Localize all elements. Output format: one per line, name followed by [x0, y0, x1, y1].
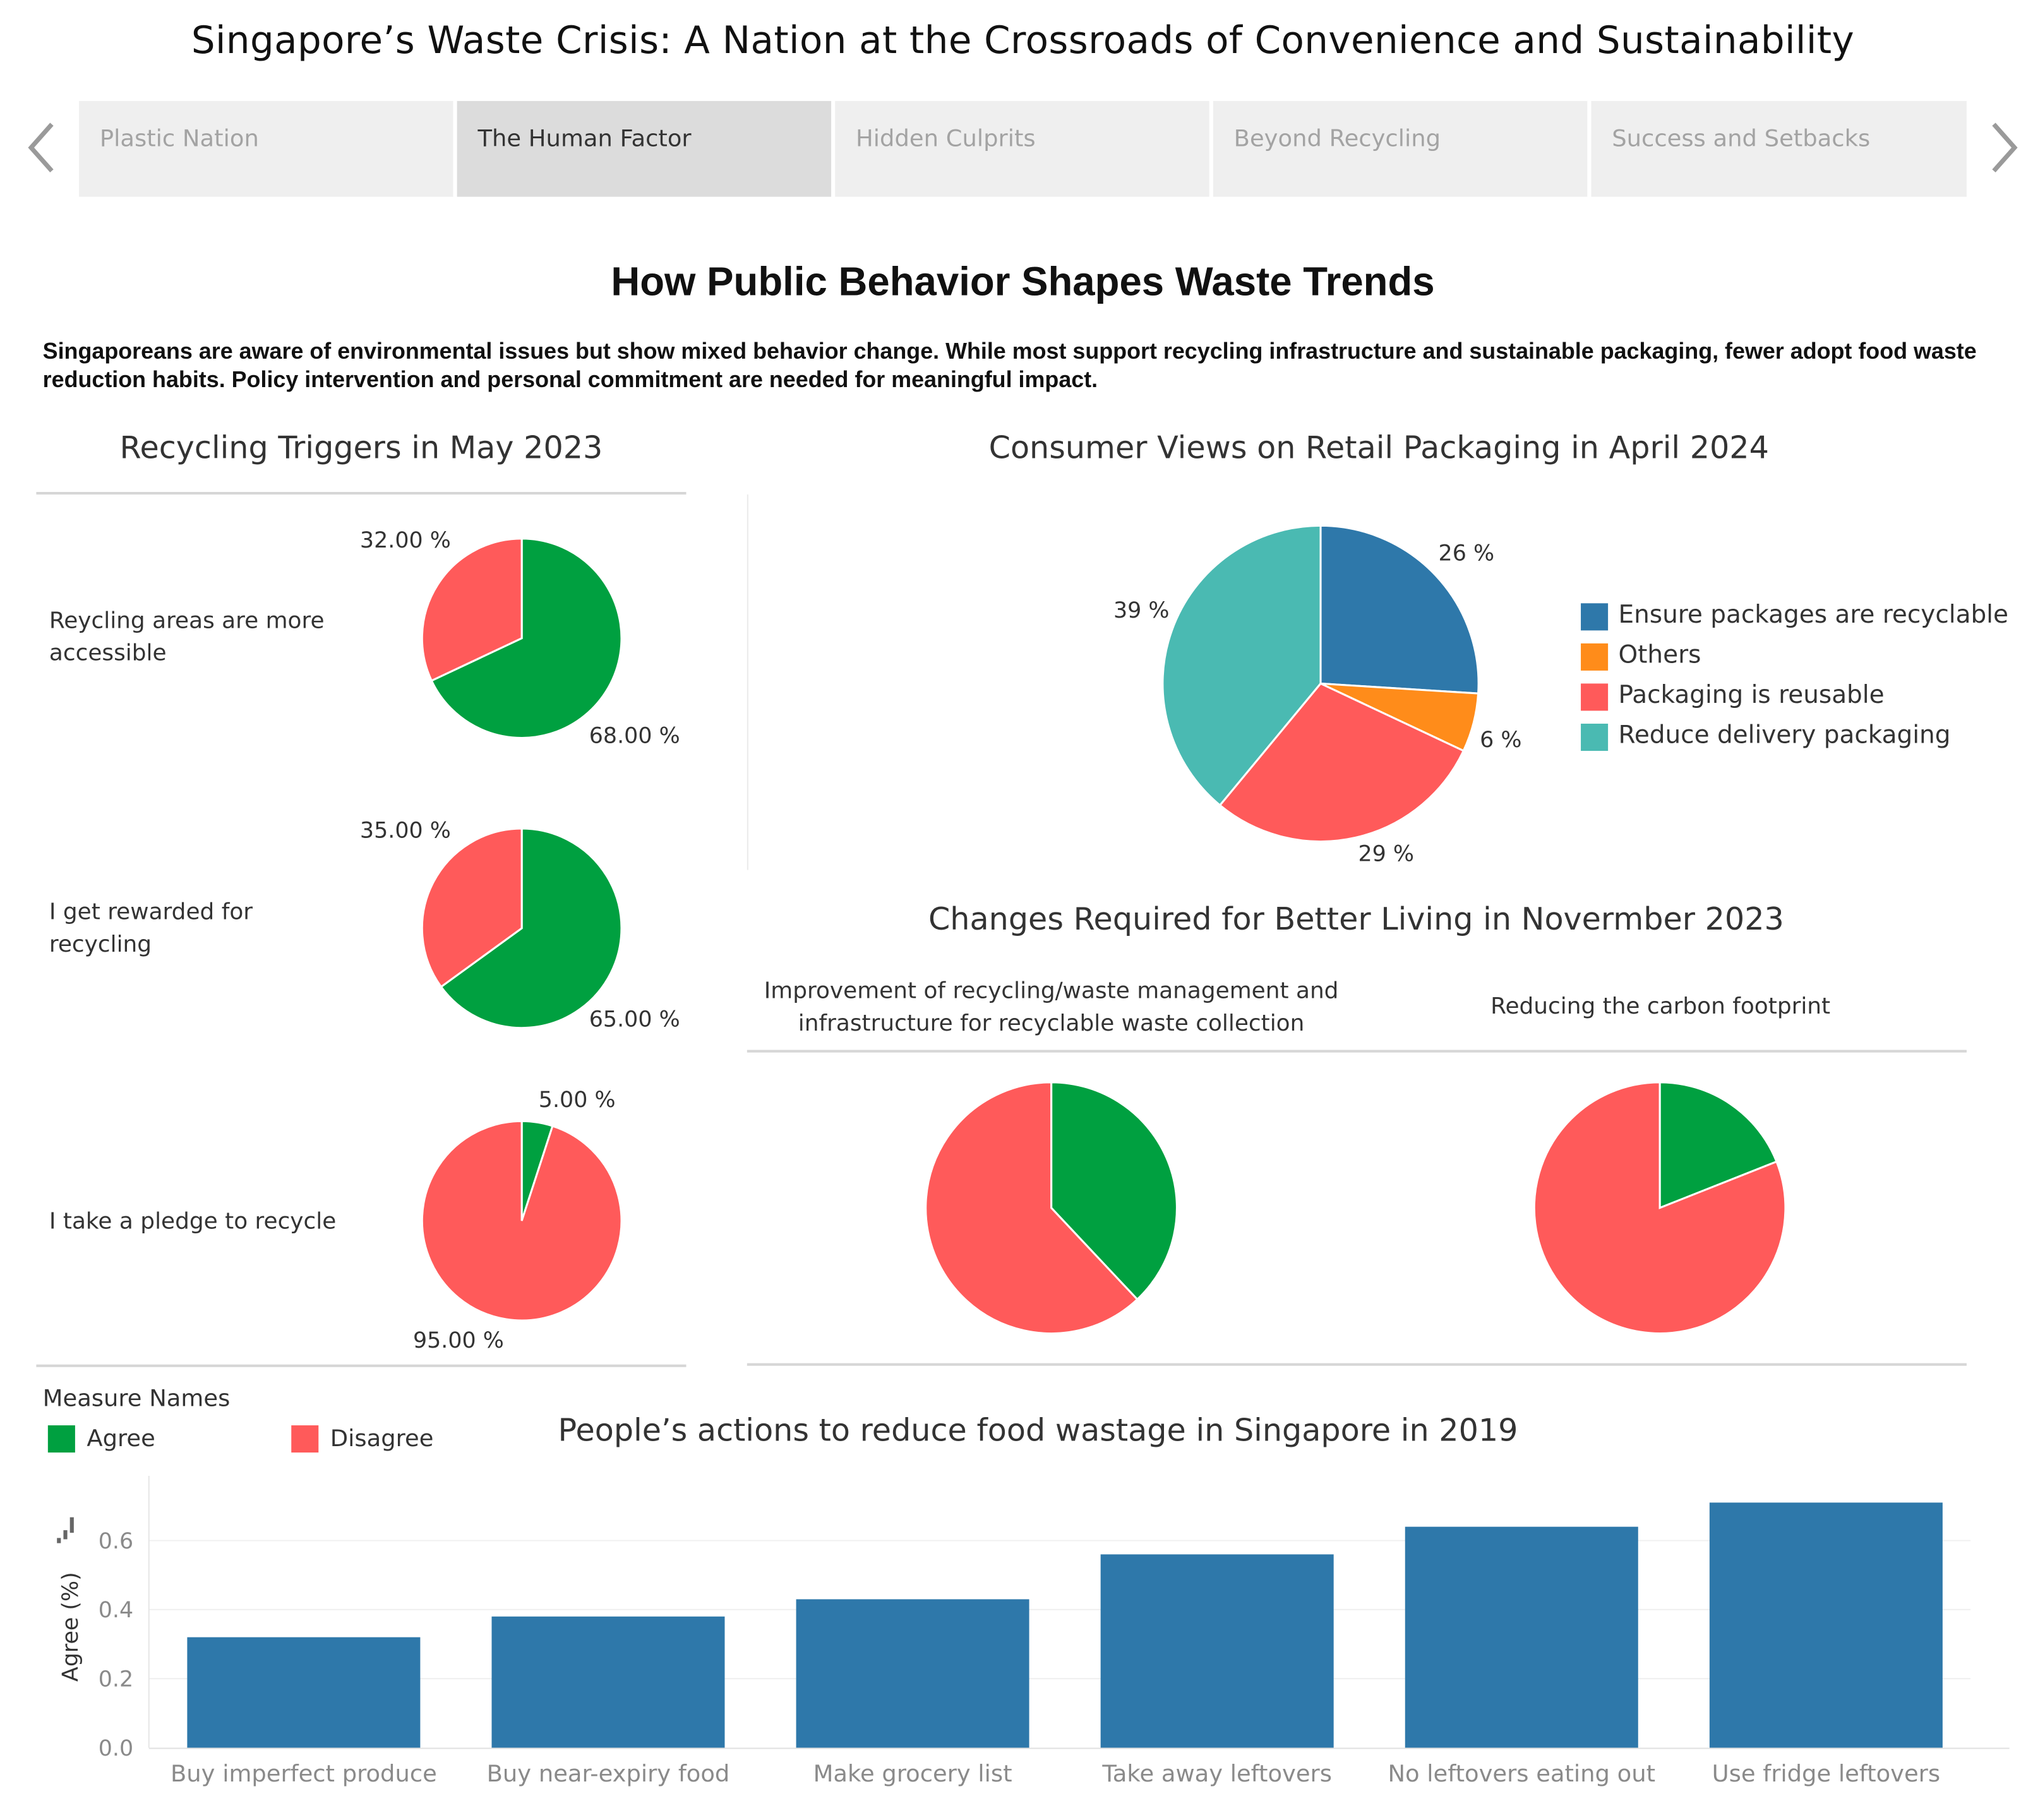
chevron-right-icon: [1992, 123, 2018, 172]
legend-swatch-recyclable: [1581, 603, 1609, 631]
packaging-pie: [1161, 524, 1480, 843]
legend-swatch-others: [1581, 643, 1609, 671]
tab-the-human-factor[interactable]: The Human Factor: [457, 100, 832, 197]
changes-pie-carbon: [1533, 1081, 1787, 1335]
consumer-views-title: Consumer Views on Retail Packaging in Ap…: [988, 429, 1769, 466]
y-tick-label: 0.4: [99, 1598, 133, 1623]
legend-label-agree: Agree: [87, 1425, 155, 1453]
legend-swatch-disagree[interactable]: [291, 1425, 319, 1453]
tab-success-and-setbacks[interactable]: Success and Setbacks: [1591, 100, 1967, 197]
slice-ensure-recyclable[interactable]: [1319, 524, 1480, 695]
changes-col-head-carbon: Reducing the carbon footprint: [1490, 994, 1831, 1021]
bar-take-away-leftovers[interactable]: [1100, 1554, 1334, 1748]
legend-swatch-reusable: [1581, 683, 1609, 711]
trigger-3-agree-label: 5.00 %: [538, 1087, 616, 1113]
trigger-pie-2: [421, 827, 623, 1029]
packaging-label-reusable: 29 %: [1358, 841, 1415, 868]
story-heading: How Public Behavior Shapes Waste Trends: [611, 259, 1435, 304]
y-axis-label: Agree (%): [58, 1572, 83, 1682]
legend-title: Measure Names: [42, 1385, 231, 1413]
trigger-3-disagree-label: 95.00 %: [412, 1328, 504, 1355]
next-story-button[interactable]: [1984, 119, 2023, 176]
chevron-left-icon: [28, 123, 54, 172]
slice-reduce-delivery[interactable]: [1161, 524, 1322, 807]
trigger-label-2: I get rewarded for recycling: [49, 899, 253, 958]
trigger-1-agree-label: 68.00 %: [589, 723, 680, 750]
trigger-2-disagree-slice[interactable]: [421, 827, 523, 988]
legend-label-disagree: Disagree: [330, 1425, 434, 1453]
changes-col-head-recycling: Improvement of recycling/waste managemen…: [764, 978, 1339, 1038]
story-description: Singaporeans are aware of environmental …: [42, 338, 1977, 393]
divider: [747, 1050, 1967, 1052]
legend-label-others: Others: [1618, 640, 1701, 669]
bar-buy-imperfect-produce[interactable]: [187, 1637, 421, 1748]
x-tick-label: Buy near-expiry food: [487, 1760, 730, 1787]
legend-label-reusable: Packaging is reusable: [1618, 681, 1885, 710]
y-tick-label: 0.0: [99, 1736, 133, 1761]
divider: [747, 494, 748, 870]
x-tick-label: Use fridge leftovers: [1712, 1760, 1940, 1787]
y-tick-label: 0.2: [99, 1667, 133, 1692]
tab-beyond-recycling[interactable]: Beyond Recycling: [1213, 100, 1588, 197]
tab-plastic-nation[interactable]: Plastic Nation: [79, 100, 453, 197]
sort-icon[interactable]: [57, 1517, 74, 1543]
recycling-triggers-title: Recycling Triggers in May 2023: [119, 429, 603, 466]
x-tick-label: Make grocery list: [813, 1760, 1012, 1787]
changes-1-disagree-slice[interactable]: [925, 1081, 1139, 1335]
bar-use-fridge-leftovers[interactable]: [1709, 1502, 1943, 1748]
tab-hidden-culprits[interactable]: Hidden Culprits: [835, 100, 1209, 197]
trigger-pie-1: [421, 537, 623, 739]
legend-swatch-agree[interactable]: [47, 1425, 75, 1453]
bar-make-grocery-list[interactable]: [796, 1599, 1029, 1748]
prev-story-button[interactable]: [23, 119, 62, 176]
trigger-1-disagree-label: 32.00 %: [359, 528, 451, 554]
trigger-1-agree-slice[interactable]: [430, 537, 623, 739]
slice-packaging-reusable[interactable]: [1218, 682, 1465, 843]
changes-2-agree-slice[interactable]: [1658, 1081, 1778, 1209]
trigger-pie-3: [421, 1120, 623, 1322]
trigger-2-agree-slice[interactable]: [440, 827, 623, 1029]
divider: [36, 492, 687, 494]
divider: [747, 1363, 1967, 1365]
x-tick-label: No leftovers eating out: [1388, 1760, 1655, 1787]
food-wastage-bar-chart: 0.0 0.2 0.4 0.6 Agree (%) Buy imperfect produ…: [57, 1475, 2010, 1787]
packaging-label-recyclable: 26 %: [1438, 541, 1495, 567]
changes-required-title: Changes Required for Better Living in No…: [928, 901, 1784, 938]
legend-swatch-reduce: [1581, 723, 1609, 751]
changes-2-disagree-slice[interactable]: [1533, 1081, 1787, 1335]
trigger-1-disagree-slice[interactable]: [421, 537, 523, 682]
trigger-3-disagree-slice[interactable]: [421, 1120, 623, 1322]
y-tick-label: 0.6: [99, 1529, 133, 1554]
x-tick-label: Buy imperfect produce: [171, 1760, 437, 1787]
packaging-label-others: 6 %: [1480, 727, 1522, 754]
page-title: Singapore’s Waste Crisis: A Nation at th…: [191, 18, 1855, 63]
trigger-2-agree-label: 65.00 %: [589, 1007, 680, 1033]
bar-buy-near-expiry-food[interactable]: [491, 1616, 725, 1748]
bar-no-leftovers-eating-out[interactable]: [1405, 1526, 1638, 1748]
x-tick-label: Take away leftovers: [1101, 1760, 1332, 1787]
trigger-label-1: Reycling areas are more accessible: [49, 608, 325, 667]
legend-label-recyclable: Ensure packages are recyclable: [1618, 601, 2008, 630]
food-wastage-title: People’s actions to reduce food wastage …: [558, 1412, 1518, 1449]
changes-pie-recycling: [925, 1081, 1178, 1335]
packaging-label-reduce: 39 %: [1113, 598, 1170, 625]
trigger-2-disagree-label: 35.00 %: [359, 818, 451, 844]
divider: [36, 1364, 687, 1367]
trigger-label-3: I take a pledge to recycle: [49, 1209, 337, 1235]
changes-1-agree-slice[interactable]: [1050, 1081, 1178, 1301]
legend-label-reduce: Reduce delivery packaging: [1618, 721, 1951, 750]
